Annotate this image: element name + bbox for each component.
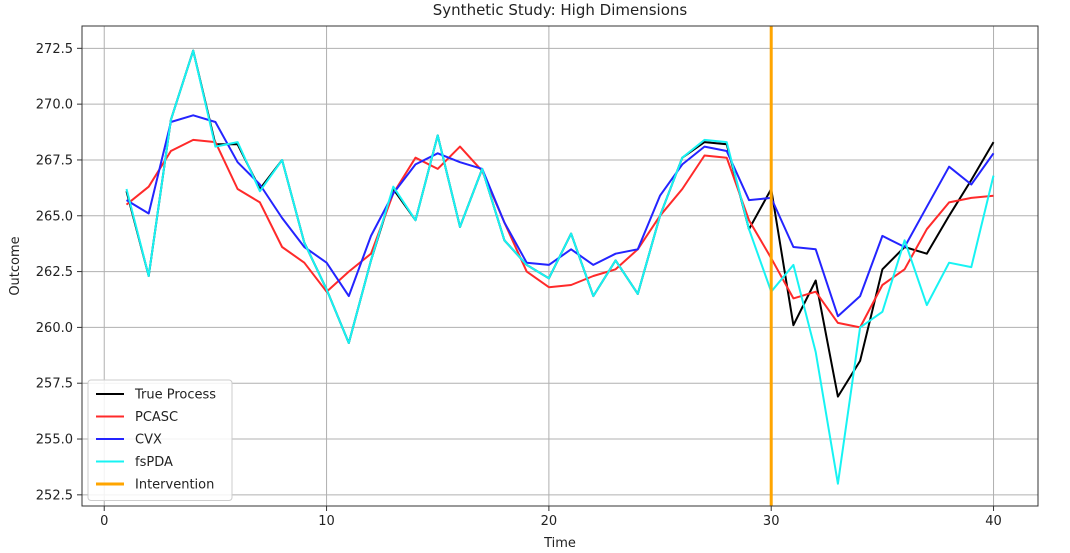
series-line-true-process <box>125 49 995 398</box>
y-tick-label: 257.5 <box>36 377 73 392</box>
y-tick-label: 272.5 <box>36 42 73 57</box>
legend-label-cvx: CVX <box>135 433 162 448</box>
legend: True Process PCASC CVX fsPDA Intervention <box>87 379 233 501</box>
y-tick-label: 265.0 <box>36 209 73 224</box>
series-line-fspda <box>125 49 995 485</box>
y-tick-label: 252.5 <box>36 488 73 503</box>
series-line-pcasc <box>125 138 994 329</box>
legend-label-intervention: Intervention <box>135 478 214 493</box>
x-tick-label: 30 <box>763 514 780 529</box>
y-tick-label: 262.5 <box>36 265 73 280</box>
plot-frame <box>81 25 1039 507</box>
chart-title: Synthetic Study: High Dimensions <box>433 1 688 19</box>
legend-label-fspda: fsPDA <box>135 455 173 470</box>
legend-label-pcasc: PCASC <box>135 410 178 425</box>
grid <box>82 26 1038 506</box>
axis-ticks: 0 10 20 30 40 252.5 255.0 257.5 260.0 262.5 265.0 2… <box>36 42 1002 529</box>
y-tick-label: 267.5 <box>36 153 73 168</box>
y-tick-label: 260.0 <box>36 321 73 336</box>
y-tick-label: 255.0 <box>36 433 73 448</box>
series-lines <box>125 26 995 506</box>
x-tick-label: 40 <box>985 514 1002 529</box>
x-axis-label: Time <box>543 536 576 551</box>
x-tick-label: 0 <box>100 514 108 529</box>
y-axis-label: Outcome <box>8 236 23 295</box>
legend-label-true-process: True Process <box>134 388 216 403</box>
x-tick-label: 10 <box>318 514 335 529</box>
y-tick-label: 270.0 <box>36 98 73 113</box>
x-tick-label: 20 <box>541 514 558 529</box>
legend-box <box>87 379 233 501</box>
